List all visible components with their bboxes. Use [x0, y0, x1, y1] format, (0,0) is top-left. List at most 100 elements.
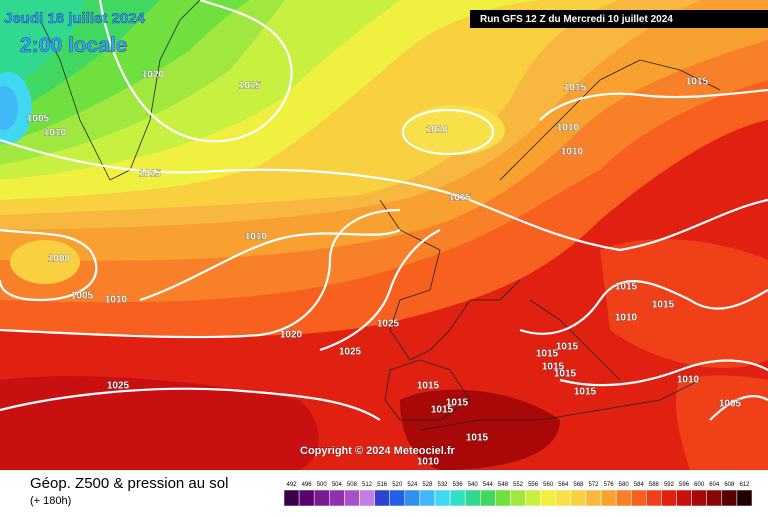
- isobar-label: 1015: [239, 81, 262, 92]
- colorbar-swatch: [389, 489, 406, 507]
- colorbar-swatch: [525, 489, 541, 507]
- colorbar-label: 596: [679, 482, 690, 488]
- isobar-label: 1010: [677, 375, 700, 386]
- colorbar-swatch: [676, 489, 692, 507]
- colorbar-swatch: [661, 489, 677, 507]
- colorbar-swatch: [736, 489, 753, 507]
- forecast-time: 2:00 locale: [20, 34, 127, 57]
- isobar-label: 1025: [107, 381, 130, 392]
- colorbar-label: 608: [724, 482, 735, 488]
- colorbar-swatch: [313, 489, 330, 507]
- colorbar-swatch: [404, 489, 421, 507]
- colorbar-swatch: [510, 489, 526, 507]
- colorbar-swatch: [344, 489, 360, 507]
- colorbar-label: 540: [468, 482, 479, 488]
- colorbar-swatch: [540, 489, 556, 507]
- isobar-label: 1015: [542, 362, 565, 373]
- run-info: Run GFS 12 Z du Mercredi 10 juillet 2024: [480, 14, 673, 25]
- isobar-label: 1010: [105, 295, 128, 306]
- isobar-labels: 1020101510051010101510101015101510101010…: [27, 69, 742, 468]
- isobar-label: 1015: [556, 342, 579, 353]
- colorbar-label: 560: [543, 482, 554, 488]
- colorbar-label: 504: [332, 482, 343, 488]
- colorbar-label: 568: [573, 482, 584, 488]
- isobar-label: 1015: [431, 405, 454, 416]
- colorbar-swatch: [555, 489, 572, 507]
- colorbar-swatch: [630, 489, 647, 507]
- isobar-label: 1010: [44, 128, 67, 139]
- colorbar-swatch: [449, 489, 466, 507]
- isobar-label: 1020: [142, 70, 165, 81]
- colorbar-swatch: [374, 489, 390, 507]
- isobar-label: 1020: [280, 330, 303, 341]
- isobar-label: 1015: [139, 169, 162, 180]
- colorbar-swatch: [646, 489, 662, 507]
- colorbar-label: 496: [302, 482, 313, 488]
- colorbar-swatch: [464, 489, 481, 507]
- map-background: [0, 0, 768, 470]
- colorbar-label: 600: [694, 482, 705, 488]
- colorbar-label: 556: [528, 482, 539, 488]
- colorbar-swatch: [570, 489, 587, 507]
- colorbar-label: 604: [709, 482, 720, 488]
- colorbar-swatch: [434, 489, 451, 507]
- colorbar-label: 528: [422, 482, 433, 488]
- colorbar-label: 612: [739, 482, 750, 488]
- isobar-label: 1010: [417, 457, 440, 468]
- isobar-label: 1015: [449, 193, 472, 204]
- colorbar-label: 572: [588, 482, 599, 488]
- colorbar-label: 532: [438, 482, 449, 488]
- isobar-label: 1005: [719, 399, 742, 410]
- footer-title: Géop. Z500 & pression au sol: [30, 475, 228, 492]
- colorbar-label: 564: [558, 482, 569, 488]
- colorbar-label: 584: [634, 482, 645, 488]
- forecast-date: Jeudi 18 juillet 2024: [4, 10, 146, 27]
- isobar-label: 1015: [686, 77, 709, 88]
- colorbar-swatch: [721, 489, 738, 507]
- colorbar-label: 508: [347, 482, 358, 488]
- colorbar-swatch: [329, 489, 345, 507]
- colorbar-label: 512: [362, 482, 373, 488]
- colorbar-swatch: [298, 489, 315, 507]
- copyright: Copyright © 2024 Meteociel.fr: [300, 445, 456, 457]
- run-box: [470, 10, 768, 28]
- colorbar-label: 516: [377, 482, 388, 488]
- isobar-label: 1015: [554, 369, 577, 380]
- colorbar-label: 492: [287, 482, 298, 488]
- isobar-label: 1015: [564, 83, 587, 94]
- colorbar-swatch: [359, 489, 375, 507]
- isobar-label: 1010: [426, 125, 449, 136]
- colorbar-swatch: [691, 489, 707, 507]
- isobar-label: 1000: [48, 254, 71, 265]
- colorbar-label: 548: [498, 482, 509, 488]
- isobar-label: 1015: [466, 433, 489, 444]
- isobar-label: 1005: [27, 114, 50, 125]
- isobar-label: 1005: [71, 291, 94, 302]
- colorbar-swatch: [419, 489, 436, 507]
- colorbar-label: 524: [407, 482, 418, 488]
- colorbar-swatch: [706, 489, 723, 507]
- isobar-label: 1015: [446, 398, 469, 409]
- colorbar-label: 520: [392, 482, 403, 488]
- colorbar-swatch: [615, 489, 632, 507]
- footer-lead: (+ 180h): [30, 495, 71, 507]
- isobar-label: 1010: [615, 313, 638, 324]
- isobar-label: 1010: [245, 232, 268, 243]
- colorbar-label: 580: [619, 482, 630, 488]
- isobar-label: 1015: [615, 282, 638, 293]
- colorbar-label: 500: [317, 482, 328, 488]
- colorbar: 492 496 500 504 508 512 516 520 524 528 532 536 540 5…: [283, 482, 753, 507]
- colorbar-label: 552: [513, 482, 524, 488]
- isobar-label: 1015: [417, 381, 440, 392]
- colorbar-label: 592: [664, 482, 675, 488]
- isobar-label: 1010: [561, 147, 584, 158]
- isobar-label: 1015: [574, 387, 597, 398]
- colorbar-swatch: [283, 489, 300, 507]
- isobar-label: 1010: [557, 123, 580, 134]
- colorbar-label: 576: [604, 482, 615, 488]
- colorbar-swatch: [585, 489, 602, 507]
- colorbar-swatch: [480, 489, 496, 507]
- isobar-label: 1025: [339, 347, 362, 358]
- colorbar-label: 544: [483, 482, 494, 488]
